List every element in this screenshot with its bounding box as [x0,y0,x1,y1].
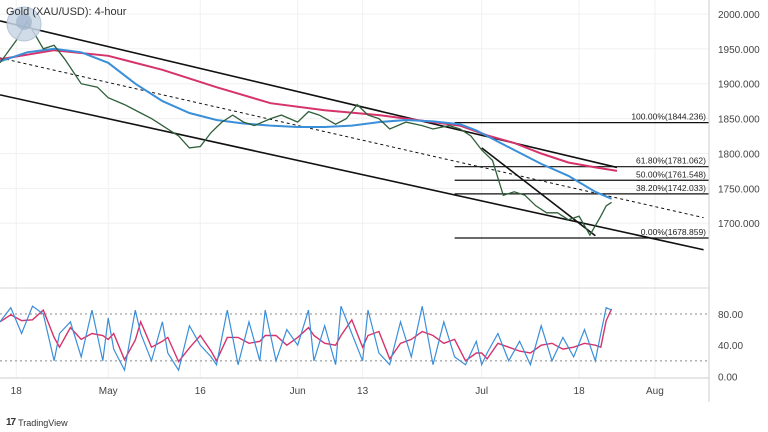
chart-title: Gold (XAU/USD): 4-hour [6,6,127,18]
channel-lower-line [0,94,704,251]
price-tick-label: 1750.000 [718,184,760,195]
price-tick-label: 2000.000 [718,10,760,21]
analysis-overlay: 100.00%(1844.236) 61.80%(1781.062) 50.00%(… [0,20,709,251]
price-axis: 2000.000 1950.000 1900.000 1850.000 1800.000… [718,10,760,230]
watermark-label: TradingView [18,417,68,428]
chart-series [0,19,709,373]
price-tick-label: 1800.000 [718,149,760,160]
stoch-tick-label: 80.00 [718,310,743,321]
time-tick-label: Jul [475,386,488,397]
tradingview-watermark: 17 TradingView [6,417,68,428]
price-tick-label: 1700.000 [718,219,760,230]
ma-slow-line [0,49,618,172]
grid-lines [0,0,709,378]
time-tick-label: 13 [357,386,369,397]
time-tick-label: 16 [195,386,207,397]
channel-upper-line [0,20,618,169]
channel-middle-line [0,57,704,219]
downtrend-line [481,147,596,237]
ma-fast-line [0,47,612,200]
time-tick-label: May [99,386,118,397]
price-tick-label: 1900.000 [718,80,760,91]
time-tick-label: Jun [290,386,306,397]
stoch-k-line [0,305,612,373]
stoch-axis: 80.00 40.00 0.00 [718,310,743,383]
price-tick-label: 1850.000 [718,115,760,126]
tradingview-logo-icon: 17 [6,417,16,428]
fib-level-label: 0.00%(1678.859) [641,227,706,237]
fib-level-label: 61.80%(1781.062) [636,156,706,166]
price-line [0,19,612,237]
fib-level-label: 38.20%(1742.033) [636,183,706,193]
stoch-tick-label: 40.00 [718,341,743,352]
stoch-d-line [0,308,613,363]
symbol-logo[interactable] [6,6,42,42]
fib-level-label: 100.00%(1844.236) [631,112,706,122]
time-tick-label: 18 [574,386,586,397]
fib-level-label: 50.00%(1761.548) [636,169,706,179]
stoch-tick-label: 0.00 [718,372,738,383]
time-tick-label: 18 [11,386,23,397]
price-tick-label: 1950.000 [718,45,760,56]
time-tick-label: Aug [646,386,664,397]
time-axis: 18 May 16 Jun 13 Jul 18 Aug [11,386,664,397]
